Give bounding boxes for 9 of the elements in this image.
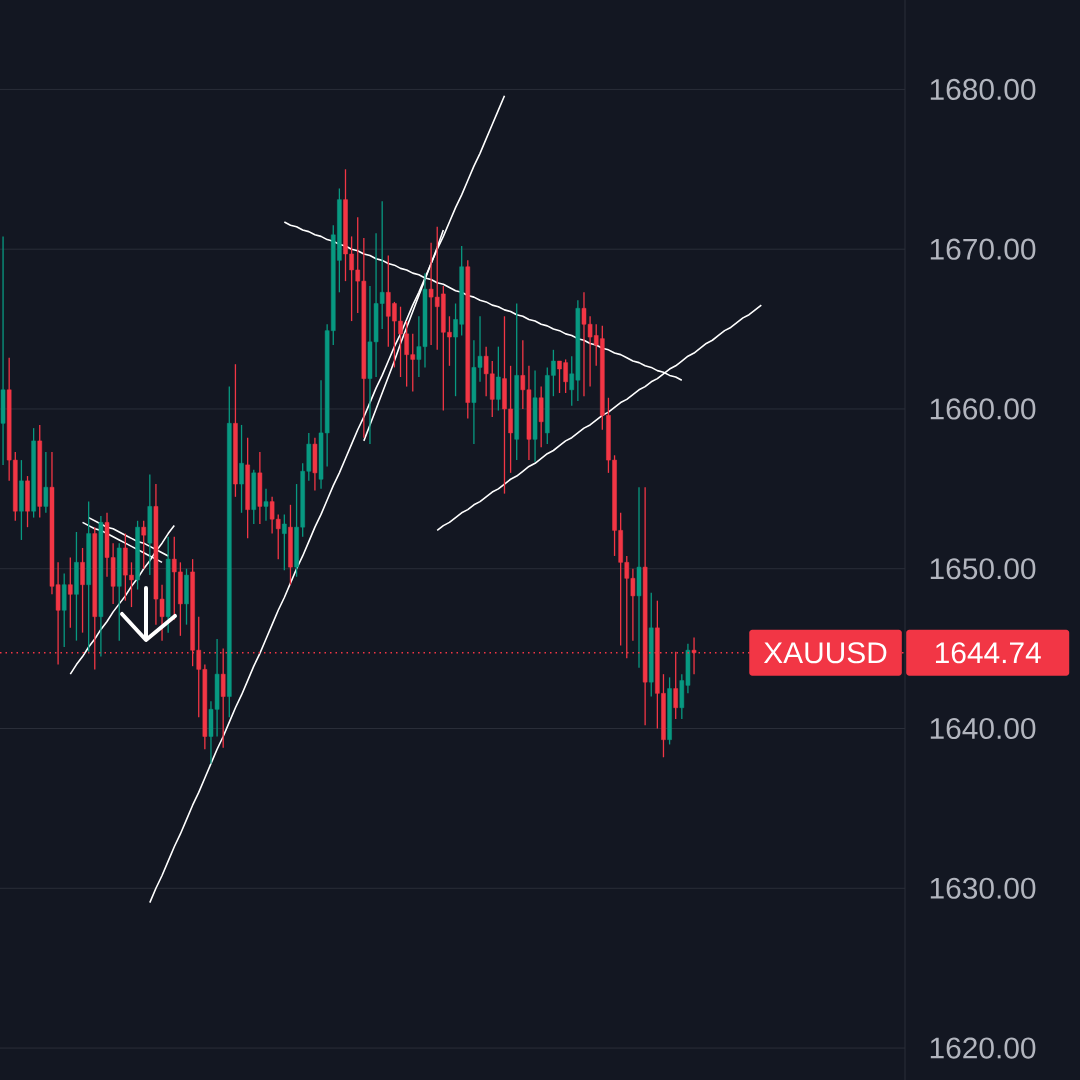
text: 1644.74 [935, 642, 1041, 664]
y-tick-label: 1660.00 [930, 398, 1036, 420]
y-tick-label: 1640.00 [930, 717, 1036, 740]
y-tick-label: 1650.00 [930, 558, 1036, 580]
y-tick-label: 1680.00 [930, 78, 1036, 100]
ref-line-label: XAUUSD [763, 642, 887, 664]
y-tick-label: 1630.00 [930, 877, 1036, 899]
y-tick-label: 1670.00 [930, 238, 1036, 260]
y-tick-label: 1620.00 [930, 1037, 1036, 1059]
